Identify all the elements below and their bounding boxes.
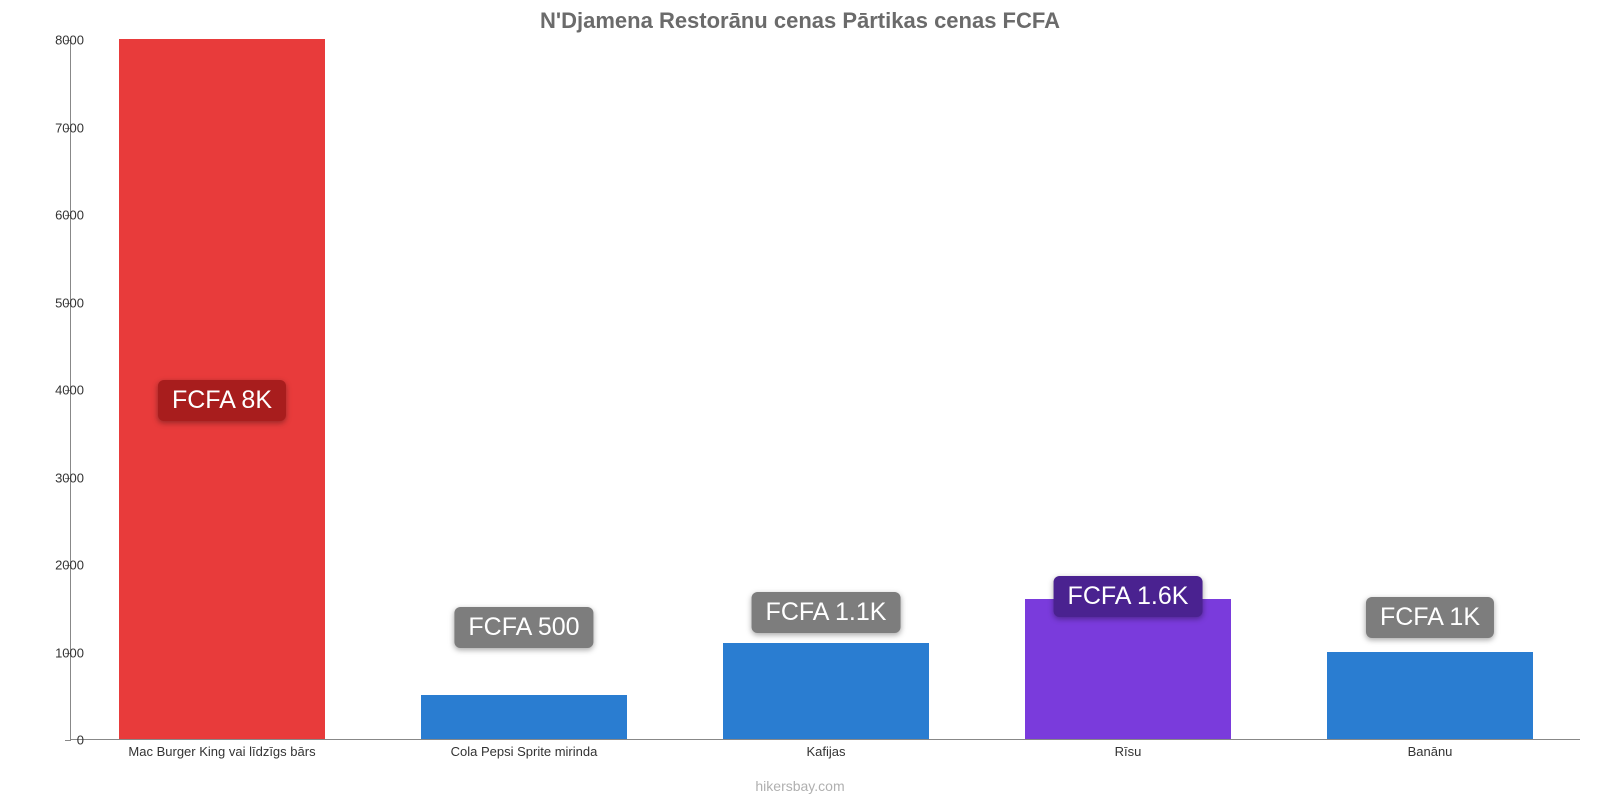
x-tick-label: Rīsu — [1115, 744, 1142, 759]
bar — [1327, 652, 1532, 740]
bar-group: KafijasFCFA 1.1K — [675, 40, 977, 739]
x-tick-label: Mac Burger King vai līdzīgs bārs — [128, 744, 315, 759]
value-badge: FCFA 8K — [158, 380, 286, 421]
x-tick-label: Banānu — [1408, 744, 1453, 759]
y-tick-label: 1000 — [24, 645, 84, 660]
chart-title: N'Djamena Restorānu cenas Pārtikas cenas… — [0, 8, 1600, 34]
x-tick-label: Cola Pepsi Sprite mirinda — [451, 744, 598, 759]
y-tick-label: 0 — [24, 733, 84, 748]
y-tick-label: 7000 — [24, 120, 84, 135]
x-tick-label: Kafijas — [806, 744, 845, 759]
bar-group: Mac Burger King vai līdzīgs bārsFCFA 8K — [71, 40, 373, 739]
source-label: hikersbay.com — [0, 778, 1600, 794]
value-badge: FCFA 1K — [1366, 597, 1494, 638]
bar-group: Cola Pepsi Sprite mirindaFCFA 500 — [373, 40, 675, 739]
y-tick-label: 3000 — [24, 470, 84, 485]
y-tick-label: 5000 — [24, 295, 84, 310]
y-tick-label: 2000 — [24, 558, 84, 573]
value-badge: FCFA 1.1K — [752, 592, 901, 633]
bar — [723, 643, 928, 739]
bar — [421, 695, 626, 739]
bar-group: BanānuFCFA 1K — [1279, 40, 1581, 739]
bar — [1025, 599, 1230, 739]
y-tick-label: 4000 — [24, 383, 84, 398]
y-tick-label: 8000 — [24, 33, 84, 48]
plot-area: Mac Burger King vai līdzīgs bārsFCFA 8KC… — [70, 40, 1580, 740]
y-tick-label: 6000 — [24, 208, 84, 223]
value-badge: FCFA 500 — [454, 607, 593, 648]
bar-group: RīsuFCFA 1.6K — [977, 40, 1279, 739]
value-badge: FCFA 1.6K — [1054, 576, 1203, 617]
